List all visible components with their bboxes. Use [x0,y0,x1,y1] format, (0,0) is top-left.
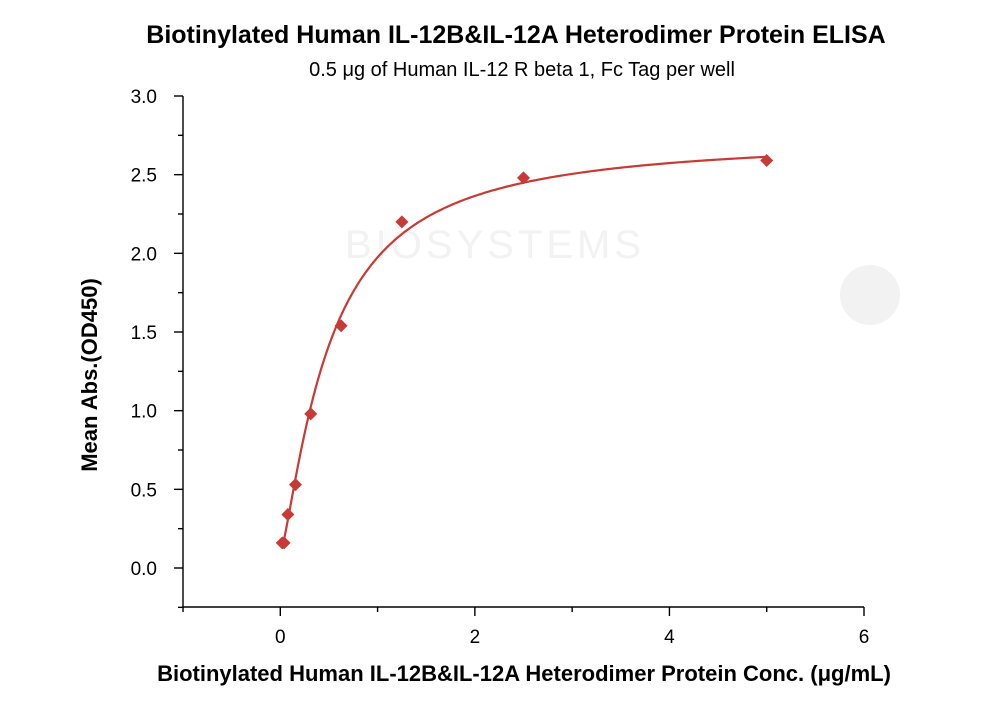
watermark-text: BIOSYSTEMS [345,223,645,267]
x-axis-label: Biotinylated Human IL-12B&IL-12A Heterod… [157,661,891,686]
y-tick-label: 3.0 [131,87,157,108]
plot-area [275,154,774,550]
data-point [517,171,531,185]
watermark: BIOSYSTEMS [345,223,900,325]
data-point [277,536,291,550]
data-point [288,478,302,492]
y-tick-label: 1.5 [131,323,157,344]
data-point [334,319,348,333]
y-tick-label: 1.0 [131,402,157,423]
data-point [304,407,318,421]
data-point [395,215,409,229]
data-point [760,154,774,168]
y-tick-label: 2.5 [131,166,157,187]
chart-subtitle: 0.5 μg of Human IL-12 R beta 1, Fc Tag p… [309,59,735,81]
watermark-dot [840,265,900,325]
x-tick-label: 0 [275,627,286,648]
x-axis: 0 2 4 6 [182,606,870,648]
y-tick-label: 0.0 [131,559,157,580]
data-point [281,508,295,522]
data-points [275,154,774,550]
x-tick-label: 2 [470,627,481,648]
y-axis-label: Mean Abs.(OD450) [77,278,102,472]
chart-title: Biotinylated Human IL-12B&IL-12A Heterod… [146,21,885,49]
y-tick-label: 2.0 [131,244,157,265]
y-tick-label: 0.5 [131,480,157,501]
x-tick-label: 6 [859,627,870,648]
y-axis: 0.0 0.5 1.0 1.5 2.0 2.5 3.0 [131,87,184,609]
fit-curve [281,155,767,548]
x-tick-label: 4 [664,627,675,648]
